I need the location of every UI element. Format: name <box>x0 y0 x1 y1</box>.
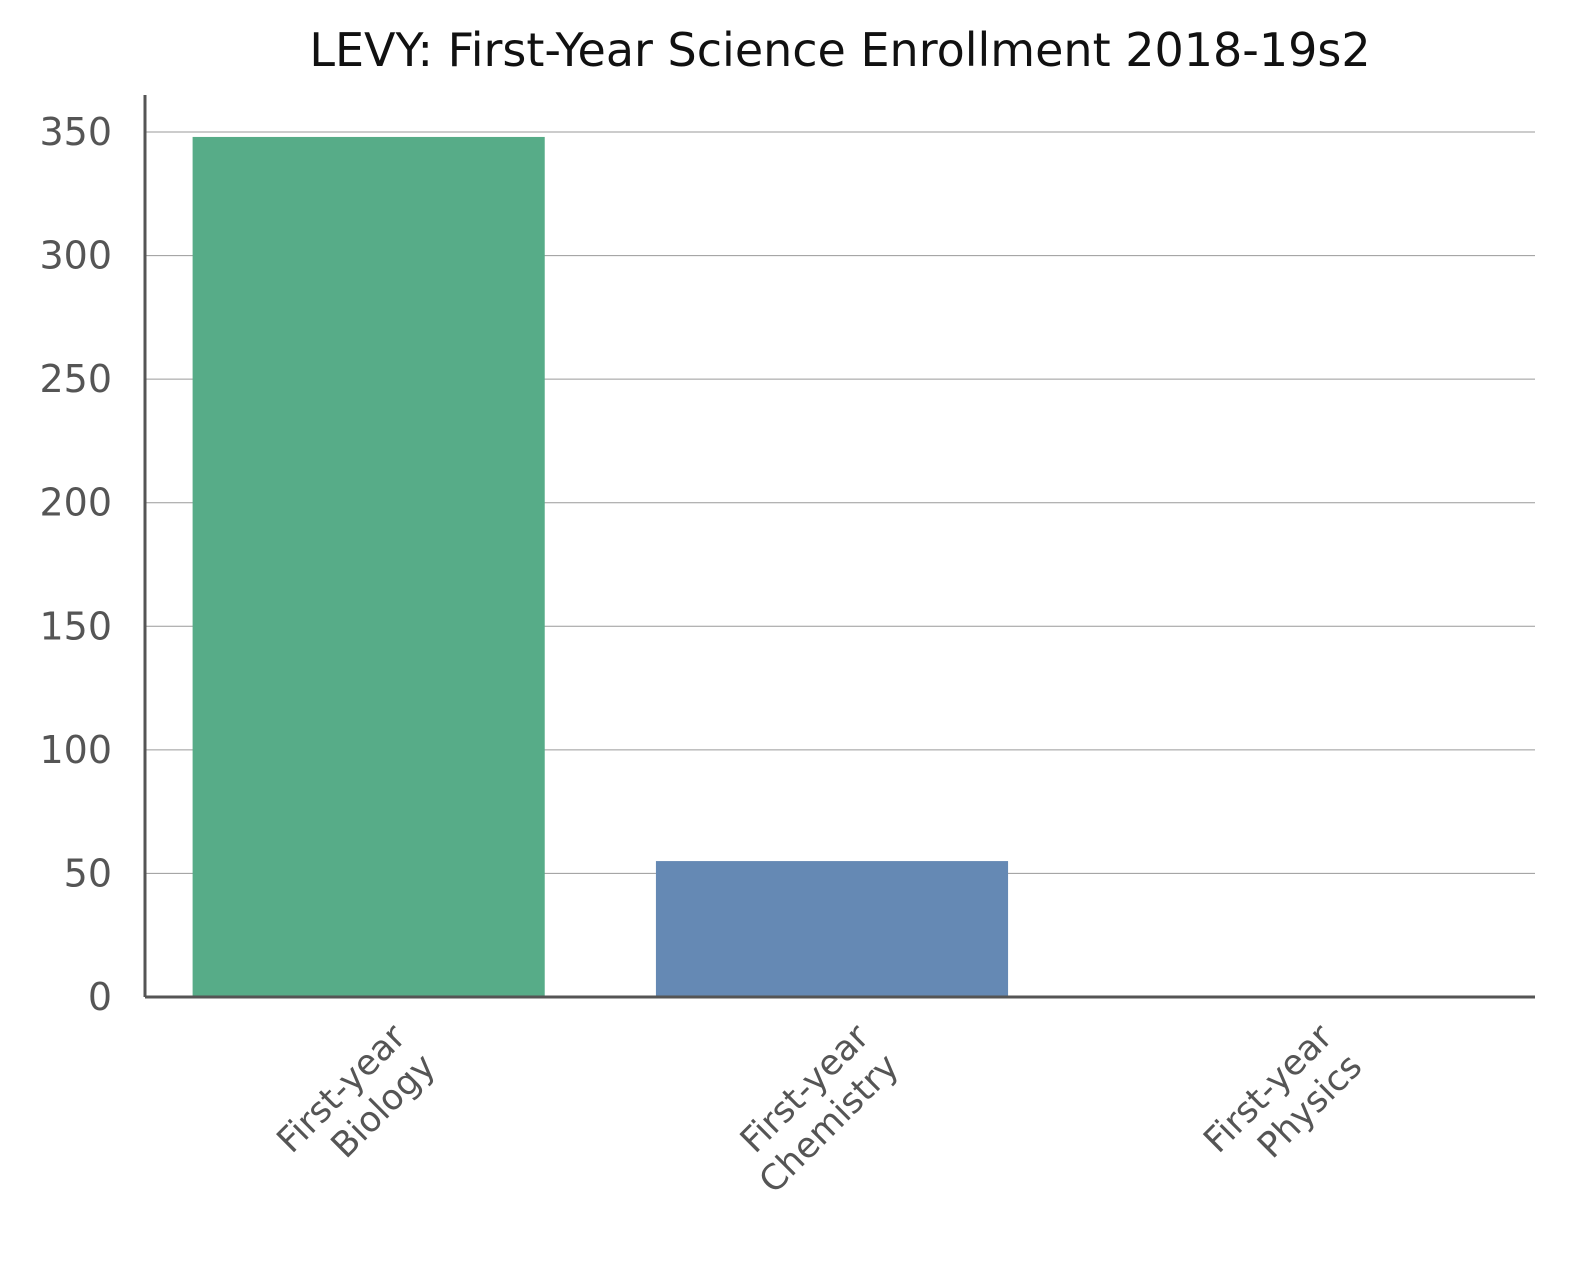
y-tick-label: 350 <box>39 110 112 154</box>
bars <box>192 136 1009 997</box>
bar-chemistry <box>655 861 1009 997</box>
y-tick-label: 150 <box>39 604 112 648</box>
chart-title: LEVY: First-Year Science Enrollment 2018… <box>309 23 1370 77</box>
y-tick-label: 50 <box>64 851 112 895</box>
y-tick-label: 100 <box>39 728 112 772</box>
bar-biology <box>192 136 545 997</box>
y-tick-label: 250 <box>39 357 112 401</box>
y-axis-ticks: 0 50 100 150 200 250 300 350 <box>39 110 112 1019</box>
y-tick-label: 300 <box>39 234 112 278</box>
y-tick-label: 0 <box>88 975 112 1019</box>
y-tick-label: 200 <box>39 481 112 525</box>
